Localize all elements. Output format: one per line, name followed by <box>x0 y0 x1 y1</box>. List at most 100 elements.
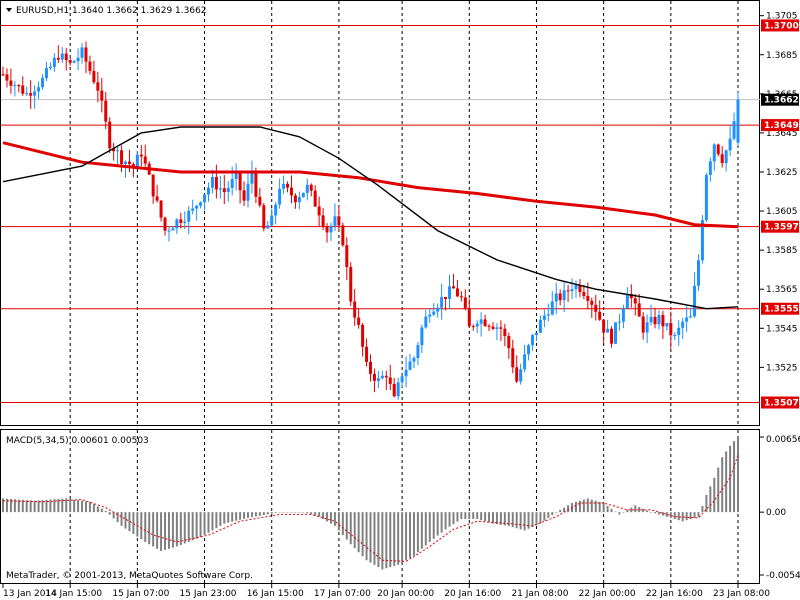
ma-fast-line <box>2 126 739 310</box>
macd-bar <box>227 512 230 523</box>
candle-body <box>230 179 234 188</box>
macd-bar <box>495 512 498 525</box>
candle-body <box>127 161 131 165</box>
macd-bar <box>349 512 352 545</box>
candle-body <box>546 314 550 316</box>
macd-bar <box>53 499 56 513</box>
candle-body <box>179 219 183 223</box>
candle-body <box>408 361 412 370</box>
candle-body <box>404 369 408 377</box>
candle-body <box>92 70 96 83</box>
candle-body <box>72 61 76 63</box>
macd-bar <box>57 498 60 513</box>
current-price-tag-label: 1.3662 <box>764 96 799 106</box>
candle-body <box>345 245 349 268</box>
macd-bar <box>709 486 712 513</box>
macd-bar <box>81 500 84 513</box>
macd-bar <box>669 512 672 518</box>
candle-body <box>64 53 68 61</box>
candle-body <box>416 345 420 359</box>
candle-body <box>258 196 262 206</box>
symbol-header: EURUSD,H1 1.3640 1.3662 1.3629 1.3662 <box>16 6 207 16</box>
candle-body <box>602 319 606 333</box>
price-tick-label: 1.3525 <box>766 363 798 373</box>
candle-body <box>558 293 562 301</box>
candle-body <box>531 335 535 346</box>
macd-bar <box>432 512 435 539</box>
price-tick-label: 1.3645 <box>766 129 798 139</box>
candle-body <box>116 150 120 152</box>
time-tick-label: 13 Jan 2014 <box>3 589 57 599</box>
candle-body <box>712 144 716 162</box>
macd-bar <box>353 512 356 549</box>
macd-bar <box>468 512 471 520</box>
macd-bar <box>318 512 321 517</box>
macd-bar <box>488 512 491 523</box>
macd-bar <box>729 445 732 513</box>
macd-bar <box>646 510 649 513</box>
candle-body <box>649 316 653 323</box>
candle-body <box>5 74 9 81</box>
macd-bar <box>476 512 479 520</box>
macd-bar <box>412 512 415 556</box>
candle-body <box>124 161 127 165</box>
macd-bar <box>460 512 463 520</box>
macd-tick-label: -0.00549 <box>766 571 800 581</box>
price-tick-label: 1.3625 <box>766 168 798 178</box>
time-tick-label: 20 Jan 00:00 <box>377 589 434 599</box>
macd-bar <box>705 494 708 513</box>
candle-body <box>732 121 736 139</box>
macd-bar <box>405 512 408 561</box>
candle-body <box>41 78 45 88</box>
candle-body <box>491 326 495 329</box>
macd-bar <box>685 512 688 521</box>
candle-body <box>479 319 483 324</box>
macd-bar <box>191 512 194 541</box>
macd-bar <box>381 512 384 570</box>
macd-bar <box>164 512 167 550</box>
candle-body <box>696 260 700 286</box>
candle-body <box>467 308 471 327</box>
candle-body <box>135 154 139 167</box>
macd-bar <box>622 512 625 513</box>
candle-body <box>29 93 33 96</box>
macd-subwindow-frame[interactable] <box>0 429 760 584</box>
candle-body <box>317 206 321 216</box>
candle-body <box>369 361 372 374</box>
candle-body <box>151 174 155 197</box>
macd-bar <box>310 512 313 515</box>
macd-bar <box>41 500 44 513</box>
moving-averages <box>2 126 739 310</box>
macd-bar <box>531 512 534 528</box>
candle-body <box>736 99 740 143</box>
macd-bar <box>278 512 281 513</box>
candle-body <box>645 322 649 333</box>
macd-bar <box>199 512 202 538</box>
candle-body <box>96 82 100 91</box>
candle-body <box>1 74 5 76</box>
candle-body <box>673 334 677 336</box>
candle-body <box>278 188 282 205</box>
candle-body <box>167 230 171 232</box>
candle-body <box>519 369 523 382</box>
macd-bar <box>322 512 325 520</box>
macd-bar <box>464 512 467 520</box>
macd-bar <box>329 512 332 524</box>
price-tick-label: 1.3585 <box>766 246 798 256</box>
candle-body <box>451 286 455 289</box>
macd-bar <box>250 512 253 518</box>
candle-body <box>203 194 207 203</box>
macd-bar <box>492 512 494 524</box>
price-level-tag-label: 1.3507 <box>764 399 799 409</box>
macd-bar <box>452 512 455 525</box>
macd-bar <box>2 498 4 513</box>
macd-bar <box>302 512 305 513</box>
triangle-down-icon[interactable] <box>6 8 12 12</box>
macd-bar <box>341 512 344 536</box>
macd-bar <box>61 498 64 513</box>
macd-bar <box>586 498 589 513</box>
macd-bar <box>156 512 159 549</box>
macd-bar <box>258 512 261 516</box>
